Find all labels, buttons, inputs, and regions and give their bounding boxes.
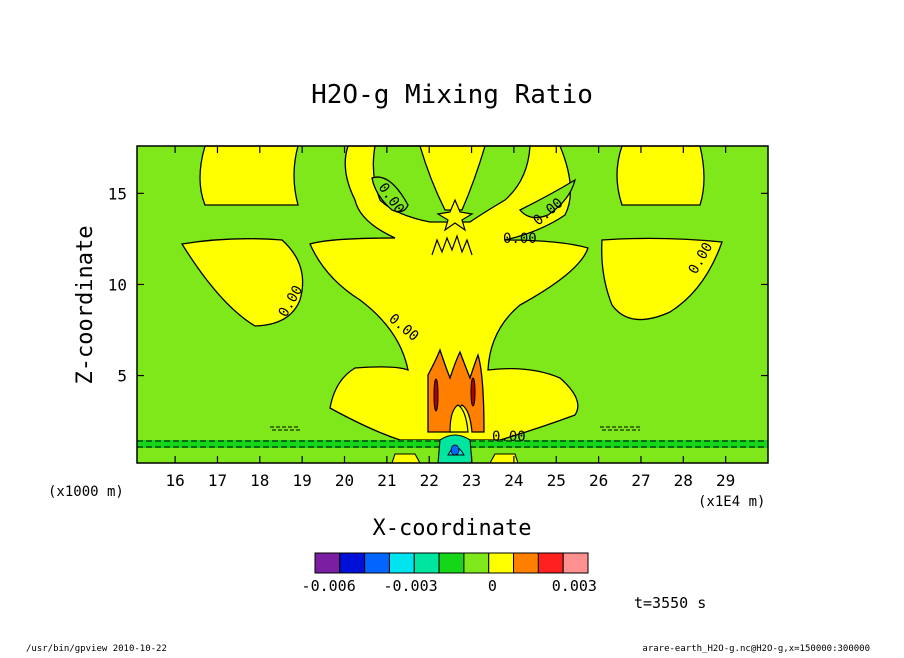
contour-star-top [436, 198, 474, 232]
contour-region-right-lobe [601, 237, 723, 321]
colorbar: -0.006 -0.003 0 0.003 [302, 552, 597, 595]
x-axis-label: X-coordinate [373, 516, 532, 541]
y-axis-label: Z-coordinate [73, 226, 98, 385]
plot-area [136, 145, 769, 464]
contour-hole-upper-left [371, 176, 409, 213]
y-tick-label: 15 [108, 184, 127, 203]
x-tick-label: 21 [377, 471, 396, 490]
x-tick-label: 23 [462, 471, 481, 490]
contour-region-upper-right [616, 145, 705, 206]
contour-bottom-yellow-left [391, 453, 421, 464]
contour-label: 0.00 [503, 231, 537, 247]
contour-spikes [431, 234, 473, 256]
x-tick-label: 24 [504, 471, 523, 490]
x-unit: (x1E4 m) [698, 494, 765, 510]
contour-hole-upper-center [372, 145, 531, 223]
contour-region-left-lobe [180, 238, 304, 327]
colorbar-swatch [513, 552, 539, 574]
y-unit: (x1000 m) [48, 484, 124, 500]
colorbar-swatch [463, 552, 490, 574]
contour-region-upper-left [199, 145, 299, 206]
x-tick-label: 22 [420, 471, 439, 490]
colorbar-swatch [314, 552, 341, 574]
footer-right: arare-earth_H2O-g.nc@H2O-g,x=150000:3000… [642, 644, 870, 654]
contour-dark-right [470, 377, 476, 407]
x-axis: 16 17 18 19 20 21 22 23 24 25 26 27 28 29 [165, 146, 735, 490]
x-tick-label: 17 [208, 471, 227, 490]
x-tick-label: 16 [165, 471, 184, 490]
contour-region-central [309, 145, 589, 441]
plot-frame [136, 145, 769, 464]
y-axis: 5 10 15 [108, 184, 768, 386]
y-tick-label: 10 [108, 275, 127, 294]
chart-title: H2O-g Mixing Ratio [311, 80, 593, 110]
colorbar-swatch [537, 552, 564, 574]
contour-dark-left [433, 378, 439, 412]
colorbar-tick-label: 0.003 [552, 577, 597, 595]
colorbar-tick-label: 0 [488, 577, 497, 595]
x-tick-label: 20 [335, 471, 354, 490]
contour-inner-yellow [449, 404, 469, 433]
colorbar-swatch [364, 552, 390, 574]
contour-label: 0.00 [492, 429, 526, 445]
colorbar-swatch [413, 552, 440, 574]
footer-left: /usr/bin/gpview 2010-10-22 [26, 644, 167, 654]
x-tick-label: 19 [293, 471, 312, 490]
x-tick-label: 28 [674, 471, 693, 490]
contour-region-orange [427, 348, 485, 433]
colorbar-swatch [438, 552, 465, 574]
x-tick-label: 26 [589, 471, 608, 490]
colorbar-swatch [562, 552, 589, 574]
contour-bottom-blue [450, 444, 460, 456]
colorbar-tick-label: -0.003 [383, 577, 437, 595]
x-tick-label: 18 [250, 471, 269, 490]
y-tick-label: 5 [117, 367, 127, 386]
colorbar-swatch [488, 552, 515, 574]
colorbar-tick-label: -0.006 [302, 577, 356, 595]
colorbar-swatch [339, 552, 366, 574]
x-tick-label: 25 [547, 471, 566, 490]
colorbar-swatch [388, 552, 415, 574]
time-label: t=3550 s [634, 594, 706, 612]
x-tick-label: 27 [631, 471, 650, 490]
x-tick-label: 29 [716, 471, 735, 490]
contour-hole-upper-right [518, 178, 577, 219]
contour-ripples [270, 426, 640, 431]
